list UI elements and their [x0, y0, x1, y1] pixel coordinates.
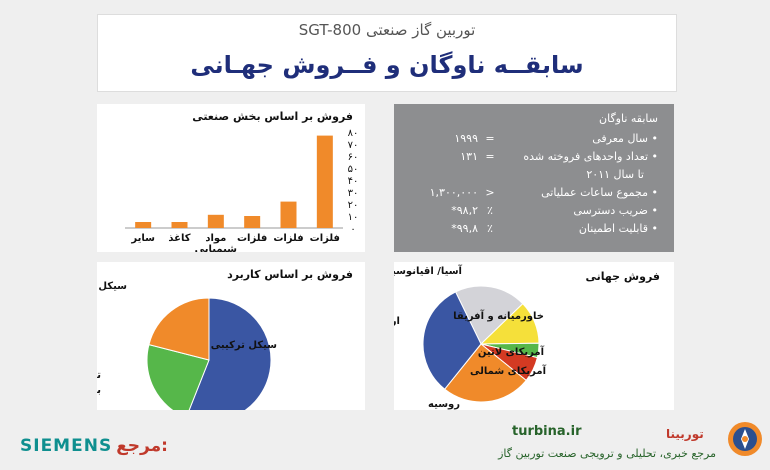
siemens-reference: SIEMENS مرجع: — [20, 436, 168, 456]
siemens-logo: SIEMENS — [20, 436, 113, 456]
bar-category-label: سایر — [130, 233, 155, 244]
bar-category-label: فلزات — [310, 233, 340, 244]
y-tick-label: ۱۰ — [348, 212, 359, 223]
fleet-row-symbol: ٪ — [487, 204, 493, 217]
fleet-row-label: • تعداد واحدهای فروخته شده — [523, 150, 658, 163]
bar — [316, 135, 333, 228]
bar-category-label: کاغذ — [168, 233, 190, 244]
fleet-row-symbol: = — [485, 132, 495, 145]
pie-slice-label: آمریکای لاتین — [478, 345, 545, 358]
y-tick-label: ۵۰ — [348, 164, 359, 175]
y-tick-label: ۳۰ — [348, 188, 359, 199]
pie-slice — [148, 297, 210, 361]
pie-slice — [146, 343, 210, 410]
fleet-row: • تعداد واحدهای فروخته شده = ۱۳۱ — [394, 150, 674, 168]
fleet-row-value: *۹۸,۲ — [451, 204, 478, 217]
fleet-row-symbol: = — [485, 150, 495, 163]
fleet-row-symbol: ٪ — [487, 222, 493, 235]
fleet-history-panel: سابقه ناوگان • سال معرفی = ۱۹۹۹ • تعداد واح… — [394, 104, 674, 252]
fleet-row-label: تا سال ۲۰۱۱ — [586, 168, 644, 181]
world-chart-title: فروش جهانی — [585, 270, 660, 283]
pie-slice-label: تولید همزمان — [97, 370, 101, 381]
bar-category-label: فلزات — [237, 233, 267, 244]
brand-tagline: مرجع خبری، تحلیلی و ترویجی صنعت توربین گ… — [498, 447, 716, 460]
fleet-row-value: ۱۹۹۹ — [454, 132, 478, 145]
fleet-row: • مجموع ساعات عملیاتی >۱,۳۰۰,۰۰۰ — [394, 186, 674, 204]
header-panel: توربین گاز صنعتی SGT-800 سابقــه ناوگان … — [97, 14, 677, 92]
pie-slice — [454, 285, 524, 345]
bar-category-label: شیمیایی — [195, 244, 237, 252]
bar-category-label: مواد — [205, 233, 226, 244]
bar — [171, 222, 188, 228]
application-sales-panel: فروش بر اساس کاربرد سیکل ترکیبی سیکل ساده… — [97, 262, 365, 410]
fleet-row-label: • ضریب دسترسی — [573, 204, 658, 217]
pie-slice-label: آمریکای شمالی — [470, 364, 547, 377]
pie-slice-label: روسیه — [428, 399, 460, 410]
fleet-row: تا سال ۲۰۱۱ — [394, 168, 674, 186]
bar — [280, 201, 297, 228]
pie-slice-label: سیکل ترکیبی — [211, 340, 277, 351]
fleet-row-label: • مجموع ساعات عملیاتی — [541, 186, 658, 199]
y-tick-label: ۰ — [350, 224, 355, 235]
bar — [207, 214, 224, 228]
pie-slice-label: خاورمیانه و آفریقا — [453, 309, 544, 322]
y-tick-label: ۴۰ — [348, 176, 359, 187]
y-tick-label: ۶۰ — [348, 152, 359, 163]
website-link[interactable]: turbina.ir — [512, 424, 582, 439]
pie-slice-label: سیکل ساده — [97, 281, 127, 292]
header-subtitle: توربین گاز صنعتی SGT-800 — [298, 21, 476, 39]
pie-slice-label: برق و حرارت — [97, 385, 101, 396]
pie-slice — [188, 297, 272, 410]
reference-label: مرجع: — [116, 436, 168, 456]
application-pie-chart: سیکل ترکیبی سیکل ساده تولید همزمان برق و حر… — [97, 281, 277, 410]
fleet-row-value: *۹۹,۸ — [451, 222, 478, 235]
fleet-row: • قابلیت اطمینان ٪ *۹۹,۸ — [394, 222, 674, 240]
pie-slice-label: آسیا/ اقیانوسیه — [394, 264, 463, 277]
pie-slice-label: اروپا — [394, 316, 400, 327]
header-title: سابقــه ناوگان و فــروش جهـانی — [190, 51, 584, 79]
fleet-row-symbol: > — [485, 186, 495, 199]
y-tick-label: ۸۰ — [348, 128, 359, 139]
fleet-row-value: ۱,۳۰۰,۰۰۰ — [429, 186, 478, 199]
y-tick-label: ۷۰ — [348, 140, 359, 151]
world-pie-chart: آسیا/ اقیانوسیه خاورمیانه و آفریقا آمریکای… — [394, 264, 547, 410]
industry-chart-title: فروش بر اساس بخش صنعتی — [192, 110, 353, 123]
pie-slice — [422, 291, 482, 390]
pie-slice — [443, 343, 527, 403]
world-sales-panel: فروش جهانی آسیا/ اقیانوسیه خاورمیانه و آف… — [394, 262, 674, 410]
fleet-row-label: • سال معرفی — [592, 132, 658, 145]
fleet-row-value: ۱۳۱ — [460, 150, 478, 163]
bar-category-label: فلزات — [273, 233, 303, 244]
fleet-title: سابقه ناوگان — [599, 112, 658, 125]
application-chart-title: فروش بر اساس کاربرد — [227, 268, 353, 281]
fleet-row-label: • قابلیت اطمینان — [578, 222, 658, 235]
brand-name: توربینا — [666, 427, 704, 441]
fleet-row: • سال معرفی = ۱۹۹۹ — [394, 132, 674, 150]
industry-sales-panel: فروش بر اساس بخش صنعتی ۰ ۱۰ ۲۰ ۳۰ ۴۰ ۵۰ ۶۰ ۷۰ ۸۰… — [97, 104, 365, 252]
bar — [135, 222, 152, 228]
turbina-logo-icon — [728, 422, 762, 456]
y-tick-label: ۲۰ — [348, 200, 359, 211]
bar — [244, 216, 261, 228]
fleet-row: • ضریب دسترسی ٪ *۹۸,۲ — [394, 204, 674, 222]
